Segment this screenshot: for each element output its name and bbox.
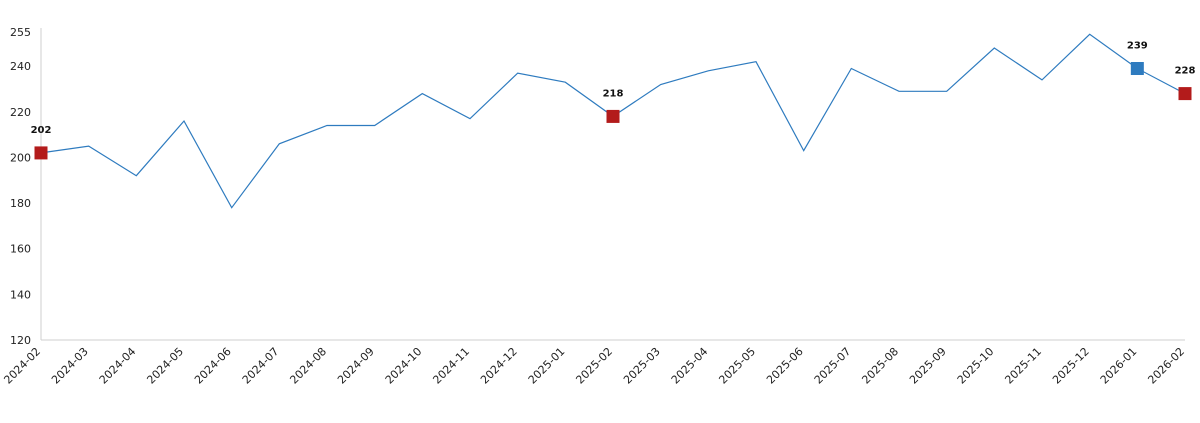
x-tick-label: 2024-06 — [192, 345, 234, 387]
x-tick-label: 2026-02 — [1145, 345, 1187, 387]
x-tick-label: 2024-11 — [430, 345, 472, 387]
x-tick-label: 2025-03 — [621, 345, 663, 387]
highlight-marker — [1130, 62, 1144, 76]
y-tick-label: 240 — [10, 60, 31, 73]
data-label: 218 — [603, 88, 624, 99]
x-tick-label: 2024-04 — [97, 345, 139, 387]
y-tick-label: 140 — [10, 288, 31, 301]
x-tick-label: 2024-08 — [287, 345, 329, 387]
y-axis-ticks: 120 140 160 180 200 220 240 255 — [10, 26, 31, 347]
x-tick-label: 2025-05 — [716, 345, 758, 387]
x-tick-label: 2025-08 — [859, 345, 901, 387]
x-tick-label: 2025-09 — [907, 345, 949, 387]
y-tick-label: 180 — [10, 197, 31, 210]
x-tick-label: 2024-09 — [335, 345, 377, 387]
y-tick-label: 220 — [10, 106, 31, 119]
x-axis-ticks: 2024-02 2024-03 2024-04 2024-05 2024-06 2024-… — [1, 345, 1187, 387]
x-tick-label: 2025-06 — [764, 345, 806, 387]
x-tick-label: 2024-02 — [1, 345, 43, 387]
data-label: 228 — [1175, 66, 1196, 77]
data-label: 239 — [1127, 41, 1148, 52]
x-tick-label: 2024-07 — [240, 345, 282, 387]
highlight-marker — [34, 146, 48, 160]
y-tick-label: 200 — [10, 151, 31, 164]
x-tick-label: 2025-10 — [955, 345, 997, 387]
y-tick-label: 120 — [10, 334, 31, 347]
x-tick-label: 2024-05 — [144, 345, 186, 387]
x-tick-label: 2025-07 — [812, 345, 854, 387]
x-tick-label: 2025-11 — [1002, 345, 1044, 387]
y-tick-label: 160 — [10, 243, 31, 256]
x-tick-label: 2025-12 — [1050, 345, 1092, 387]
x-tick-label: 2024-03 — [49, 345, 91, 387]
highlight-marker — [606, 109, 620, 123]
x-tick-label: 2026-01 — [1098, 345, 1140, 387]
marker-layer: 202 218 239 228 — [31, 41, 1196, 160]
x-tick-label: 2025-01 — [526, 345, 568, 387]
x-tick-label: 2025-04 — [669, 345, 711, 387]
x-tick-label: 2024-12 — [478, 345, 520, 387]
axes — [40, 28, 1185, 341]
highlight-marker — [1178, 87, 1192, 101]
x-tick-label: 2025-02 — [573, 345, 615, 387]
y-tick-label: 255 — [10, 26, 31, 39]
data-label: 202 — [31, 125, 52, 136]
x-tick-label: 2024-10 — [383, 345, 425, 387]
